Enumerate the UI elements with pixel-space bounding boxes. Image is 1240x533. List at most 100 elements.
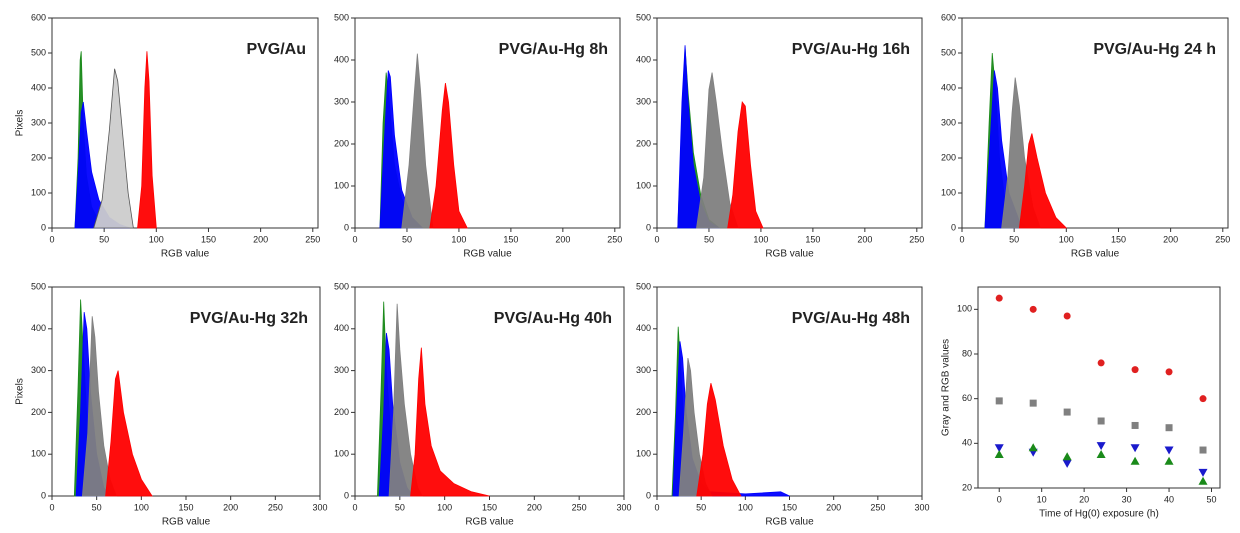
y-tick-label: 100 bbox=[334, 180, 349, 190]
point bbox=[1029, 399, 1037, 407]
x-tick-label: 100 bbox=[753, 234, 768, 244]
y-tick-label: 0 bbox=[344, 490, 349, 500]
y-tick-label: 300 bbox=[941, 117, 956, 127]
x-tick-label: 150 bbox=[1111, 234, 1126, 244]
x-tick-label: 300 bbox=[914, 502, 929, 512]
x-axis-label: RGB value bbox=[465, 517, 514, 528]
point bbox=[994, 450, 1004, 458]
y-tick-label: 0 bbox=[41, 490, 46, 500]
y-tick-label: 500 bbox=[941, 47, 956, 57]
y-tick-label: 80 bbox=[962, 348, 972, 358]
point bbox=[994, 444, 1004, 453]
panel-title: PVG/Au-Hg 8h bbox=[499, 41, 608, 58]
x-axis-label: RGB value bbox=[162, 517, 211, 528]
panel-title: PVG/Au-Hg 24 h bbox=[1093, 41, 1216, 58]
y-tick-label: 100 bbox=[941, 187, 956, 197]
plot-frame bbox=[977, 286, 1221, 489]
point bbox=[1165, 424, 1173, 432]
y-tick-label: 0 bbox=[646, 222, 651, 232]
x-tick-label: 200 bbox=[1163, 234, 1178, 244]
x-tick-label: 150 bbox=[805, 234, 820, 244]
x-tick-label: 0 bbox=[654, 502, 659, 512]
point bbox=[1096, 450, 1106, 458]
point bbox=[1198, 476, 1208, 485]
x-tick-label: 50 bbox=[696, 502, 706, 512]
y-tick-label: 200 bbox=[941, 152, 956, 162]
x-tick-label: 50 bbox=[402, 234, 412, 244]
y-tick-label: 300 bbox=[31, 117, 46, 127]
histogram-area bbox=[1018, 133, 1068, 229]
x-tick-label: 150 bbox=[178, 502, 193, 512]
x-tick-label: 250 bbox=[1215, 234, 1230, 244]
y-tick-label: 500 bbox=[334, 281, 349, 291]
x-tick-label: 250 bbox=[572, 502, 587, 512]
point bbox=[1063, 312, 1071, 320]
point bbox=[1029, 305, 1037, 313]
point bbox=[1199, 395, 1207, 403]
x-axis-label: Time of Hg(0) exposure (h) bbox=[1039, 509, 1159, 520]
panel-title: PVG/Au-Hg 16h bbox=[792, 41, 910, 58]
y-tick-label: 20 bbox=[962, 482, 972, 492]
plot-frame bbox=[656, 17, 923, 229]
panel-title: PVG/Au-Hg 48h bbox=[792, 310, 910, 327]
histogram-area bbox=[696, 383, 742, 497]
x-axis-label: RGB value bbox=[765, 249, 814, 260]
y-tick-label: 100 bbox=[334, 449, 349, 459]
y-tick-label: 300 bbox=[31, 365, 46, 375]
y-tick-label: 100 bbox=[31, 449, 46, 459]
x-tick-label: 250 bbox=[607, 234, 622, 244]
x-tick-label: 20 bbox=[1079, 494, 1089, 504]
y-tick-label: 400 bbox=[334, 323, 349, 333]
y-tick-label: 500 bbox=[31, 281, 46, 291]
y-tick-label: 60 bbox=[962, 393, 972, 403]
y-tick-label: 400 bbox=[941, 82, 956, 92]
x-tick-label: 250 bbox=[909, 234, 924, 244]
point bbox=[1028, 443, 1038, 452]
histogram-area bbox=[105, 370, 153, 497]
x-tick-label: 150 bbox=[782, 502, 797, 512]
y-tick-label: 400 bbox=[334, 54, 349, 64]
y-tick-label: 40 bbox=[962, 438, 972, 448]
y-tick-label: 300 bbox=[636, 365, 651, 375]
x-tick-label: 200 bbox=[555, 234, 570, 244]
y-tick-label: 500 bbox=[334, 12, 349, 22]
y-tick-label: 100 bbox=[957, 304, 972, 314]
y-tick-label: 200 bbox=[636, 138, 651, 148]
panel-title: PVG/Au-Hg 32h bbox=[190, 310, 308, 327]
x-tick-label: 250 bbox=[870, 502, 885, 512]
x-tick-label: 50 bbox=[395, 502, 405, 512]
y-axis-label: Pixels bbox=[15, 110, 26, 137]
point bbox=[1096, 442, 1106, 451]
x-tick-label: 200 bbox=[527, 502, 542, 512]
x-axis-label: RGB value bbox=[1071, 249, 1120, 260]
histogram-area bbox=[429, 83, 468, 229]
x-tick-label: 100 bbox=[134, 502, 149, 512]
y-tick-label: 0 bbox=[344, 222, 349, 232]
histogram-area bbox=[410, 347, 490, 497]
y-tick-label: 400 bbox=[31, 82, 46, 92]
histogram-area bbox=[137, 51, 157, 229]
y-axis-label: Pixels bbox=[15, 378, 26, 405]
x-tick-label: 300 bbox=[312, 502, 327, 512]
y-tick-label: 400 bbox=[636, 54, 651, 64]
point bbox=[1097, 417, 1105, 425]
point bbox=[1164, 446, 1174, 455]
x-tick-label: 50 bbox=[1207, 494, 1217, 504]
y-tick-label: 300 bbox=[334, 365, 349, 375]
y-tick-label: 100 bbox=[636, 449, 651, 459]
y-tick-label: 200 bbox=[31, 152, 46, 162]
point bbox=[1063, 408, 1071, 416]
y-tick-label: 500 bbox=[636, 12, 651, 22]
x-tick-label: 200 bbox=[857, 234, 872, 244]
panel-title: PVG/Au-Hg 40h bbox=[494, 310, 612, 327]
x-tick-label: 150 bbox=[201, 234, 216, 244]
point bbox=[1198, 468, 1208, 477]
x-tick-label: 100 bbox=[437, 502, 452, 512]
x-tick-label: 0 bbox=[959, 234, 964, 244]
x-tick-label: 200 bbox=[223, 502, 238, 512]
y-tick-label: 200 bbox=[31, 407, 46, 417]
panel-title: PVG/Au bbox=[246, 41, 306, 58]
y-tick-label: 600 bbox=[941, 12, 956, 22]
y-tick-label: 400 bbox=[636, 323, 651, 333]
point bbox=[1062, 459, 1072, 468]
